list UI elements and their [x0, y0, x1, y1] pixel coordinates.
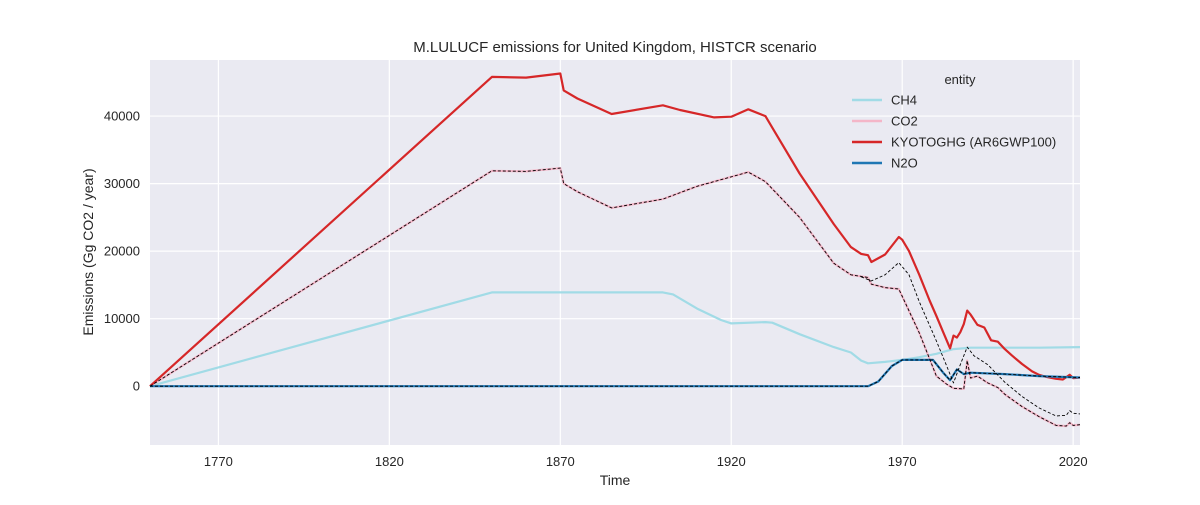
- y-tick-label: 40000: [104, 109, 140, 124]
- x-tick-label: 1970: [888, 454, 917, 469]
- legend-title: entity: [944, 72, 976, 87]
- legend-entry-label: CH4: [891, 93, 917, 108]
- x-tick-label: 1770: [204, 454, 233, 469]
- y-axis-label: Emissions (Gg CO2 / year): [80, 168, 96, 335]
- x-tick-label: 1820: [375, 454, 404, 469]
- x-axis-ticks: 1770 1820 1870 1920 1970 2020: [204, 454, 1088, 469]
- y-tick-label: 20000: [104, 244, 140, 259]
- grid-lines: [150, 60, 1080, 445]
- x-axis-label: Time: [600, 472, 631, 488]
- series-layer: [149, 72, 1081, 428]
- legend: entity CH4 CO2 KYOTOGHG (AR6GWP100) N2O: [852, 72, 1056, 171]
- series-line-dashed-overlay: [150, 359, 1081, 387]
- y-tick-label: 0: [133, 379, 140, 394]
- plot-background: [150, 60, 1080, 445]
- x-tick-label: 2020: [1059, 454, 1088, 469]
- legend-entry-label: CO2: [891, 114, 918, 129]
- series-line-ch4: [149, 291, 1081, 388]
- x-tick-label: 1870: [546, 454, 575, 469]
- legend-entry-label: N2O: [891, 156, 918, 171]
- legend-entry-label: KYOTOGHG (AR6GWP100): [891, 135, 1056, 150]
- x-tick-label: 1920: [717, 454, 746, 469]
- y-tick-label: 10000: [104, 311, 140, 326]
- series-line-dashed-overlay: [861, 262, 1081, 417]
- y-axis-ticks: 0 10000 20000 30000 40000: [104, 109, 140, 394]
- chart-title: M.LULUCF emissions for United Kingdom, H…: [413, 39, 816, 56]
- y-tick-label: 30000: [104, 176, 140, 191]
- series-line-dashed-overlay: [149, 167, 1081, 427]
- series-line-kyotoghg: [149, 72, 1081, 388]
